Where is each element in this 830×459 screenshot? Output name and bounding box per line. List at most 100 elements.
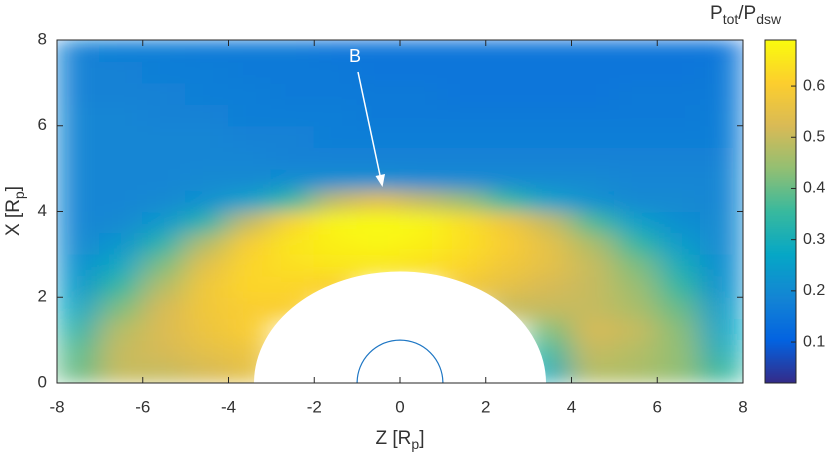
colorbar-strip	[765, 146, 796, 148]
colorbar-strip	[765, 215, 796, 217]
colorbar-strip	[765, 137, 796, 139]
heatmap-cell	[142, 168, 187, 191]
colorbar-strip	[765, 221, 796, 223]
heatmap-cell	[57, 60, 101, 84]
colorbar-strip	[765, 351, 796, 353]
colorbar-strip	[765, 145, 796, 147]
colorbar-strip	[765, 190, 796, 192]
colorbar-strip	[765, 59, 796, 61]
colorbar-strip	[765, 88, 796, 90]
colorbar-strip	[765, 63, 796, 65]
colorbar-strip	[765, 87, 796, 89]
heatmap-cell	[399, 146, 444, 170]
heatmap-cell	[528, 82, 572, 105]
colorbar-strip	[765, 83, 796, 85]
colorbar-frame	[764, 39, 797, 384]
heatmap-cell	[442, 232, 487, 255]
colorbar-strip	[765, 264, 796, 266]
colorbar-strip	[765, 216, 796, 218]
colorbar-strip	[765, 226, 796, 228]
heatmap-cell	[442, 211, 487, 234]
colorbar-strip	[765, 192, 796, 194]
colorbar-strip	[765, 304, 796, 306]
heatmap-cell	[571, 361, 615, 383]
colorbar-strip	[765, 336, 796, 338]
heatmap-cell	[313, 40, 358, 62]
plot-frame	[56, 39, 744, 384]
colorbar-strip	[765, 296, 796, 298]
heatmap-cell	[442, 253, 487, 277]
colorbar-strip	[765, 282, 796, 284]
colorbar-strip	[765, 348, 796, 350]
heatmap-cell	[185, 189, 229, 212]
heatmap-cell	[571, 318, 615, 341]
heatmap-cell	[528, 253, 572, 277]
colorbar-strip	[765, 78, 796, 80]
colorbar-strip	[765, 42, 796, 44]
heatmap-cell	[399, 253, 444, 277]
colorbar-strip	[765, 236, 796, 238]
heatmap-cell	[57, 211, 101, 234]
colorbar-strip	[765, 92, 796, 94]
colorbar-strip	[765, 76, 796, 78]
y-tick-label: 4	[38, 201, 47, 220]
cb-label-sub2: dsw	[756, 11, 782, 27]
obstacle-region	[254, 271, 546, 383]
colorbar-strip	[765, 109, 796, 111]
heatmap-cell	[399, 168, 444, 191]
heatmap-cell	[613, 40, 658, 62]
heatmap-cell	[142, 275, 187, 298]
heatmap-cell	[656, 275, 701, 298]
heatmap-cell	[270, 125, 315, 148]
heatmap-cell	[571, 339, 615, 363]
heatmap-cell	[528, 60, 572, 84]
colorbar-strip	[765, 80, 796, 82]
heatmap-cell	[571, 82, 615, 105]
heatmap-cell	[485, 40, 530, 62]
colorbar-strip	[765, 176, 796, 178]
colorbar-strip	[765, 121, 796, 123]
heatmap-cell	[399, 189, 444, 212]
colorbar-strip	[765, 285, 796, 287]
heatmap-cell	[442, 103, 487, 127]
heatmap-cell	[313, 168, 358, 191]
heatmap-cell	[57, 296, 101, 320]
colorbar-label: Ptot/Pdsw	[710, 3, 782, 27]
colorbar-strip	[765, 135, 796, 137]
colorbar-strip	[765, 70, 796, 72]
colorbar-strip	[765, 306, 796, 308]
colorbar-strip	[765, 163, 796, 165]
colorbar-strip	[765, 77, 796, 79]
heatmap-cell	[142, 103, 187, 127]
heatmap-cell	[485, 60, 530, 84]
y-tick-label: 6	[38, 115, 47, 134]
colorbar-strip	[765, 148, 796, 150]
colorbar-strip	[765, 71, 796, 73]
heatmap-cell	[313, 146, 358, 170]
colorbar-strip	[765, 181, 796, 183]
heatmap-field	[57, 40, 743, 383]
heatmap-cell	[313, 82, 358, 105]
heatmap-cell	[142, 146, 187, 170]
colorbar-strip	[765, 286, 796, 288]
heatmap-cell	[656, 103, 701, 127]
heatmap-cell	[313, 189, 358, 212]
heatmap-cell	[228, 146, 272, 170]
heatmap-cell	[99, 168, 144, 191]
heatmap-cell	[185, 103, 229, 127]
heatmap-cell	[142, 361, 187, 383]
colorbar-strip	[765, 197, 796, 199]
colorbar-strip	[765, 311, 796, 313]
heatmap-cell	[442, 40, 487, 62]
heatmap-cell	[528, 125, 572, 148]
heatmap-cell	[699, 253, 743, 277]
heatmap-cell	[99, 361, 144, 383]
colorbar-strip	[765, 179, 796, 181]
colorbar-strip	[765, 303, 796, 305]
heatmap-cell	[356, 125, 401, 148]
annotation: B	[349, 46, 361, 66]
colorbar-strip	[765, 214, 796, 216]
heatmap-cell	[442, 168, 487, 191]
heatmap-cell	[270, 211, 315, 234]
